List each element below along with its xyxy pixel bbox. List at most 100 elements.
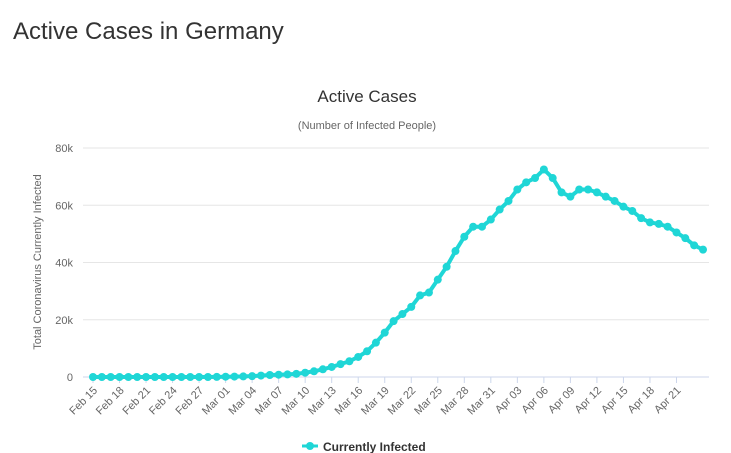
legend-marker-icon [306, 442, 314, 450]
data-point[interactable] [221, 372, 230, 381]
data-point[interactable] [531, 174, 540, 183]
series-group [89, 165, 707, 381]
data-point[interactable] [133, 373, 142, 381]
data-point[interactable] [495, 205, 504, 214]
data-point[interactable] [389, 317, 398, 326]
x-tick-label: Apr 21 [652, 385, 683, 416]
x-tick-label: Apr 06 [520, 385, 551, 416]
data-point[interactable] [699, 245, 707, 254]
data-point[interactable] [486, 215, 495, 224]
y-tick-label: 0 [67, 372, 73, 384]
data-point[interactable] [168, 373, 177, 381]
x-tick-label: Mar 25 [412, 385, 445, 418]
data-point[interactable] [186, 373, 195, 381]
x-tick-label: Feb 18 [94, 385, 127, 418]
data-point[interactable] [584, 185, 593, 194]
y-tick-label: 40k [55, 258, 73, 270]
data-point[interactable] [637, 214, 646, 223]
data-point[interactable] [115, 373, 124, 381]
legend[interactable]: Currently Infected [302, 440, 426, 453]
data-point[interactable] [230, 372, 239, 381]
data-point[interactable] [451, 247, 460, 256]
data-point[interactable] [265, 371, 274, 379]
data-point[interactable] [89, 373, 97, 381]
data-point[interactable] [318, 365, 327, 374]
data-point[interactable] [407, 302, 416, 311]
data-point[interactable] [177, 373, 186, 381]
x-tick-label: Mar 16 [333, 385, 366, 418]
data-point[interactable] [690, 241, 699, 250]
x-tick-label: Apr 15 [599, 385, 630, 416]
data-point[interactable] [256, 371, 265, 380]
data-point[interactable] [442, 262, 451, 271]
data-point[interactable] [380, 328, 389, 337]
data-point[interactable] [336, 360, 345, 369]
x-tick-label: Mar 13 [306, 385, 339, 418]
data-point[interactable] [124, 373, 133, 381]
data-point[interactable] [327, 362, 336, 371]
data-point[interactable] [566, 192, 575, 201]
y-tick-label: 20k [55, 315, 73, 327]
data-point[interactable] [150, 373, 159, 381]
data-point[interactable] [610, 196, 619, 205]
data-point[interactable] [539, 165, 548, 174]
x-tick-label: Mar 10 [280, 385, 313, 418]
data-point[interactable] [248, 372, 257, 381]
data-point[interactable] [239, 372, 248, 381]
x-tick-label: Feb 21 [120, 385, 153, 418]
data-point[interactable] [645, 218, 654, 227]
data-point[interactable] [654, 219, 663, 228]
data-point[interactable] [398, 310, 407, 319]
x-tick-label: Apr 03 [493, 385, 524, 416]
data-point[interactable] [628, 206, 637, 215]
data-point[interactable] [363, 347, 372, 356]
data-point[interactable] [513, 185, 522, 194]
data-point[interactable] [460, 232, 469, 241]
data-point[interactable] [477, 222, 486, 231]
data-point[interactable] [592, 188, 601, 197]
data-point[interactable] [469, 222, 478, 231]
data-point[interactable] [433, 275, 442, 284]
data-point[interactable] [601, 192, 610, 201]
data-point[interactable] [619, 202, 628, 211]
x-tick-label: Mar 04 [227, 385, 260, 418]
data-point[interactable] [203, 373, 212, 381]
data-point[interactable] [345, 357, 354, 366]
x-tick-label: Mar 07 [253, 385, 286, 418]
grid-lines [83, 147, 709, 378]
data-point[interactable] [310, 367, 319, 376]
data-point[interactable] [159, 373, 168, 381]
data-point[interactable] [522, 178, 531, 187]
data-point[interactable] [557, 188, 566, 197]
data-point[interactable] [195, 373, 204, 381]
x-tick-label: Apr 09 [546, 385, 577, 416]
data-point[interactable] [681, 234, 690, 243]
data-point[interactable] [663, 222, 672, 231]
data-point[interactable] [371, 338, 380, 347]
data-point[interactable] [142, 373, 151, 381]
data-point[interactable] [97, 373, 106, 381]
data-point[interactable] [424, 288, 433, 297]
data-point[interactable] [292, 369, 301, 378]
x-tick-label: Feb 24 [147, 385, 180, 418]
y-tick-label: 80k [55, 143, 73, 155]
data-point[interactable] [548, 174, 557, 183]
data-point[interactable] [575, 185, 584, 194]
data-point[interactable] [416, 291, 425, 300]
y-axis-ticks: 0 20k 40k 60k 80k [55, 143, 73, 384]
chart-title: Active Cases [317, 87, 416, 106]
data-point[interactable] [283, 370, 292, 379]
data-point[interactable] [301, 368, 310, 377]
data-point[interactable] [504, 196, 513, 205]
x-tick-label: Feb 15 [67, 385, 100, 418]
legend-item-currently-infected[interactable]: Currently Infected [323, 440, 426, 453]
data-point[interactable] [106, 373, 115, 381]
data-point[interactable] [212, 372, 221, 381]
data-point[interactable] [354, 352, 363, 361]
data-point[interactable] [672, 228, 681, 237]
x-tick-label: Apr 18 [626, 385, 657, 416]
x-tick-label: Mar 01 [200, 385, 233, 418]
data-point[interactable] [274, 370, 283, 379]
